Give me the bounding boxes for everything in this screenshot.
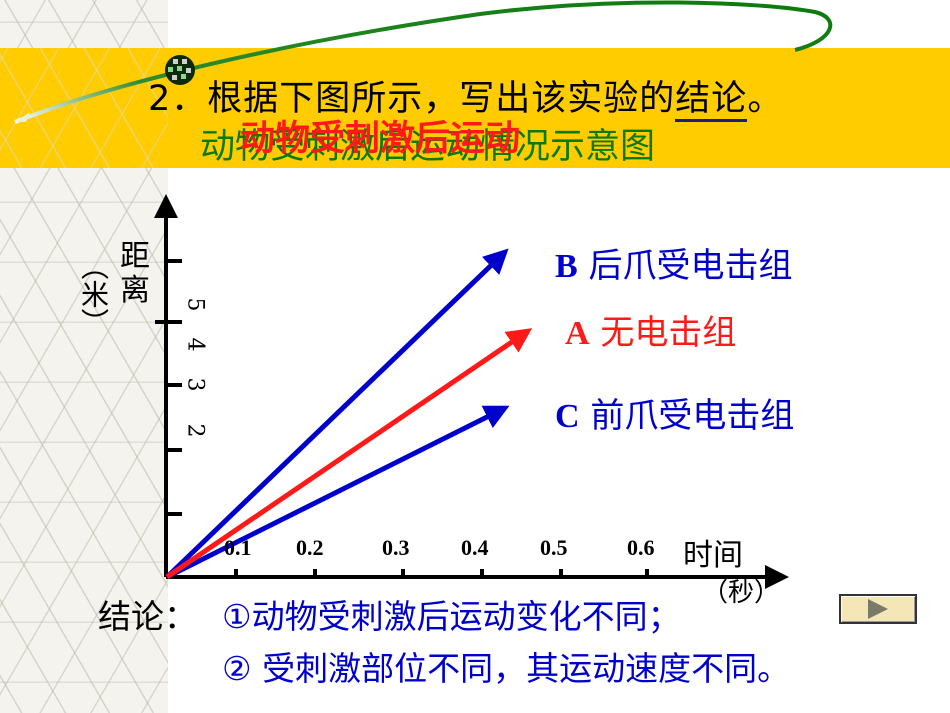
- y-axis-label: 距离: [120, 239, 150, 308]
- legend-b-label: 后爪受电击组: [588, 246, 793, 286]
- legend-c-label: 前爪受电击组: [590, 396, 795, 436]
- x-ticks: [234, 569, 649, 577]
- legend-b: B 后爪受电击组: [555, 238, 793, 287]
- x-axis-label: 时间: [683, 538, 743, 573]
- x-tick-label: 0.2: [296, 535, 324, 560]
- y-axis-unit: （米）: [77, 252, 110, 341]
- legend-c-letter: C: [555, 398, 580, 435]
- question-end: 。: [747, 79, 784, 119]
- y-ticks: [155, 259, 182, 516]
- question-number: 2: [148, 79, 172, 119]
- y-tick-label: 2: [182, 423, 208, 438]
- y-tick-label: 4: [182, 337, 208, 352]
- x-tick-label: 0.4: [461, 535, 489, 560]
- y-unit-text: （米）: [77, 252, 110, 336]
- play-button[interactable]: [839, 594, 917, 624]
- x-tick-label: 0.6: [627, 535, 655, 560]
- conclusion-1: ①动物受刺激后运动变化不同；: [222, 597, 681, 636]
- legend-a: A 无电击组: [565, 313, 745, 354]
- chart-title: 动物受刺激后运动情况示意图: [200, 127, 656, 167]
- play-triangle-icon: [868, 599, 888, 619]
- legend-c: C 前爪受电击组: [555, 388, 794, 437]
- question-text: ．根据下图所示，写出该实验的: [171, 79, 676, 119]
- y-tick-label: 3: [182, 377, 208, 392]
- conclusion-label: 结论：: [98, 597, 197, 636]
- underlined-keyword: 结论: [675, 79, 748, 122]
- series-a-line: [165, 328, 533, 580]
- y-tick-label: 5: [182, 297, 208, 312]
- x-tick-label: 0.3: [382, 535, 410, 560]
- question-title: 2．根据下图所示，写出该实验的结论。: [148, 70, 784, 122]
- x-axis-unit: （秒）: [702, 578, 781, 608]
- conclusion-2: ② 受刺激部位不同，其运动速度不同。: [222, 649, 791, 688]
- x-tick-label: 0.1: [224, 535, 252, 560]
- series-b-line: [165, 248, 509, 579]
- legend-a-letter: A: [565, 315, 590, 352]
- legend-a-label: 无电击组: [600, 313, 737, 353]
- series-c-line: [165, 405, 510, 580]
- x-tick-label: 0.5: [540, 535, 568, 560]
- legend-b-letter: B: [555, 248, 578, 285]
- chart-title-overlay: 动物受刺激后运动: [240, 119, 521, 159]
